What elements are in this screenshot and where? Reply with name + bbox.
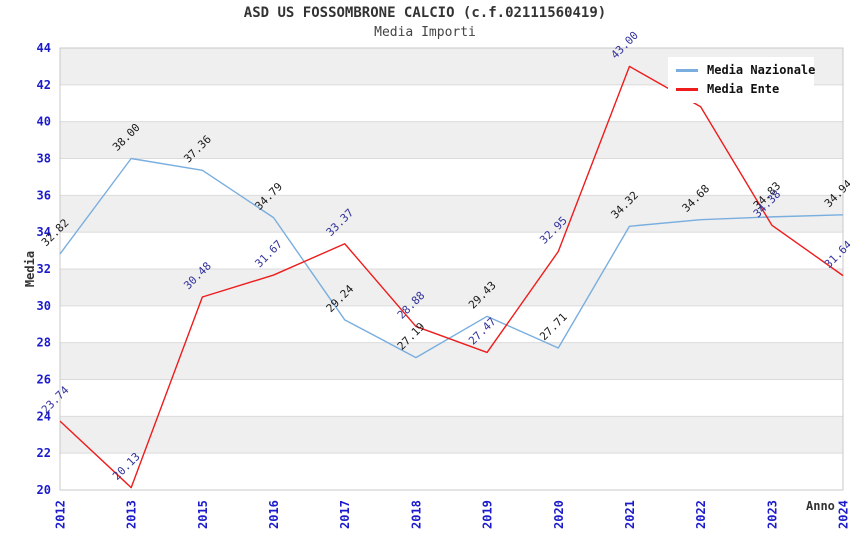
y-tick-label: 24 [37,409,51,423]
legend-swatch-blue-line-icon [676,68,698,72]
chart-subtitle: Media Importi [374,25,476,40]
legend-item-media-ente: Media Ente [676,81,808,97]
x-tick-label: 2012 [54,500,68,529]
y-tick-label: 28 [37,336,51,350]
legend-label: Media Ente [707,82,780,96]
y-tick-label: 20 [37,483,51,497]
y-tick-label: 36 [37,188,51,202]
plot-border [59,47,844,491]
y-tick-label: 22 [37,446,51,460]
y-axis-title: Media [23,250,37,288]
legend-item-media-nazionale: Media Nazionale [676,62,815,78]
x-tick-label: 2020 [552,500,566,529]
x-tick-label: 2016 [267,500,281,529]
y-tick-label: 34 [37,225,51,239]
x-tick-label: 2013 [125,500,139,529]
plot-band [60,342,843,380]
x-tick-label: 2023 [765,500,779,529]
legend-swatch-red-line-icon [676,87,698,91]
y-tick-label: 32 [37,262,51,276]
plot-band [60,269,843,306]
plot-band [60,121,843,159]
series-line-media-nazionale [59,157,844,359]
y-tick-label: 30 [37,299,51,313]
x-tick-label: 2017 [338,500,352,529]
y-tick-label: 26 [37,373,51,387]
y-tick-label: 44 [37,41,51,55]
legend-label: Media Nazionale [707,63,816,77]
x-tick-label: 2022 [694,500,708,529]
y-tick-label: 38 [37,152,51,166]
plot-band [60,195,843,233]
chart-title: ASD US FOSSOMBRONE CALCIO (c.f.021115604… [243,5,607,21]
y-tick-label: 42 [37,78,51,92]
x-tick-label: 2018 [409,500,423,529]
x-tick-label: 2024 [837,500,850,529]
y-tick-label: 40 [37,115,51,129]
x-axis-title: Anno [806,499,835,513]
x-tick-label: 2021 [623,500,637,529]
legend: Media Nazionale Media Ente [668,57,815,103]
x-tick-label: 2015 [196,500,210,529]
x-tick-label: 2019 [481,500,495,529]
series-line-media-ente [59,65,844,489]
plot-band [60,416,843,454]
